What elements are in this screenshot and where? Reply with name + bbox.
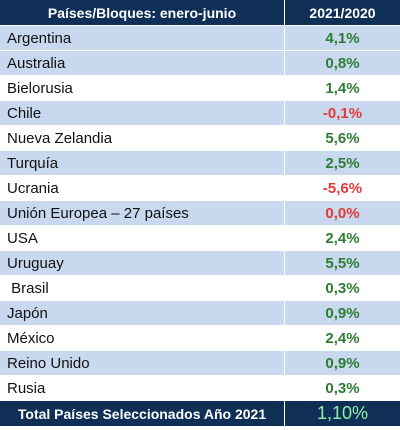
- value-cell: 0,8%: [325, 54, 360, 72]
- table-row: Reino Unido 0,9%: [0, 351, 400, 376]
- value-cell: 0,0%: [325, 204, 360, 222]
- table-row: Australia 0,8%: [0, 51, 400, 76]
- value-cell: 2,4%: [325, 229, 360, 247]
- table-row: Uruguay 5,5%: [0, 251, 400, 276]
- table-header-row: Países/Bloques: enero-junio 2021/2020: [0, 0, 400, 26]
- table-row: USA 2,4%: [0, 226, 400, 251]
- table-footer-row: Total Países Seleccionados Año 2021 1,10…: [0, 401, 400, 426]
- value-cell: 0,9%: [325, 304, 360, 322]
- country-cell: Rusia: [0, 376, 285, 400]
- table-row: Argentina 4,1%: [0, 26, 400, 51]
- table-row: Rusia 0,3%: [0, 376, 400, 401]
- value-cell: 2,4%: [325, 329, 360, 347]
- value-cell: 0,3%: [325, 279, 360, 297]
- country-cell: Brasil: [0, 276, 285, 300]
- table-row: Chile -0,1%: [0, 101, 400, 126]
- value-cell: 1,4%: [325, 79, 360, 97]
- country-cell: Reino Unido: [0, 351, 285, 375]
- value-cell: -0,1%: [322, 104, 363, 122]
- table-row: Turquía 2,5%: [0, 151, 400, 176]
- table-row: Brasil 0,3%: [0, 276, 400, 301]
- value-cell: 0,9%: [325, 354, 360, 372]
- country-cell: Nueva Zelandia: [0, 126, 285, 150]
- country-cell: USA: [0, 226, 285, 250]
- value-cell: 0,3%: [325, 379, 360, 397]
- value-cell: -5,6%: [322, 179, 363, 197]
- country-cell: Chile: [0, 101, 285, 125]
- total-label: Total Países Seleccionados Año 2021: [0, 401, 285, 426]
- country-cell: Turquía: [0, 151, 285, 175]
- value-cell: 4,1%: [325, 29, 360, 47]
- table-row: Bielorusia 1,4%: [0, 76, 400, 101]
- country-cell: Argentina: [0, 26, 285, 50]
- country-cell: Japón: [0, 301, 285, 325]
- total-value: 1,10%: [316, 403, 369, 423]
- header-countries: Países/Bloques: enero-junio: [0, 0, 285, 25]
- country-cell: Uruguay: [0, 251, 285, 275]
- table-row: Nueva Zelandia 5,6%: [0, 126, 400, 151]
- value-cell: 5,6%: [325, 129, 360, 147]
- value-cell: 2,5%: [325, 154, 360, 172]
- country-cell: Bielorusia: [0, 76, 285, 100]
- table-row: Unión Europea – 27 países 0,0%: [0, 201, 400, 226]
- country-cell: Ucrania: [0, 176, 285, 200]
- table-row: México 2,4%: [0, 326, 400, 351]
- table-row: Japón 0,9%: [0, 301, 400, 326]
- country-cell: Australia: [0, 51, 285, 75]
- table-row: Ucrania -5,6%: [0, 176, 400, 201]
- country-cell: Unión Europea – 27 países: [0, 201, 285, 225]
- country-cell: México: [0, 326, 285, 350]
- header-period: 2021/2020: [309, 4, 376, 21]
- value-cell: 5,5%: [325, 254, 360, 272]
